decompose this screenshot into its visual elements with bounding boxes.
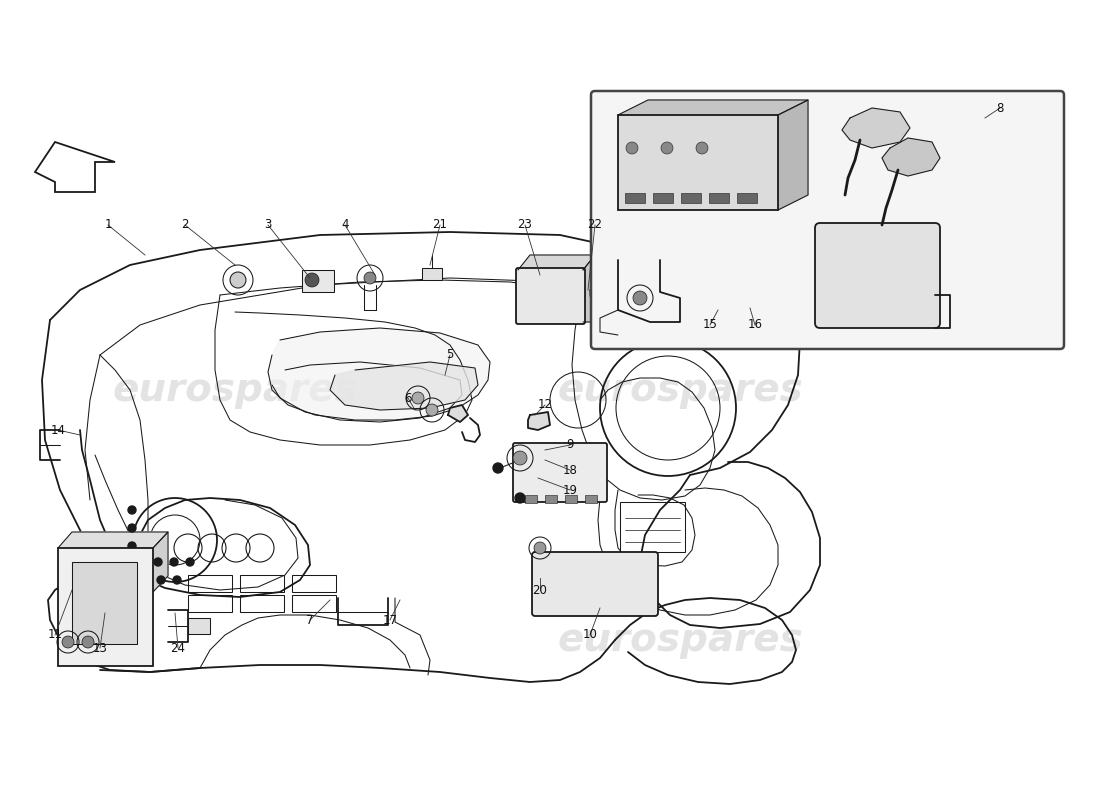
Circle shape <box>154 558 162 566</box>
FancyBboxPatch shape <box>815 223 940 328</box>
FancyBboxPatch shape <box>591 91 1064 349</box>
Circle shape <box>364 272 376 284</box>
Polygon shape <box>583 255 595 322</box>
Bar <box>544 495 557 503</box>
Bar <box>565 495 578 503</box>
Text: 18: 18 <box>562 463 578 477</box>
Polygon shape <box>842 108 910 148</box>
Polygon shape <box>268 328 490 420</box>
Polygon shape <box>590 282 621 310</box>
Circle shape <box>170 558 178 566</box>
Text: 17: 17 <box>383 614 397 626</box>
Circle shape <box>513 451 527 465</box>
Circle shape <box>626 142 638 154</box>
Text: 23: 23 <box>518 218 532 231</box>
Circle shape <box>186 558 194 566</box>
Text: 15: 15 <box>703 318 717 331</box>
Circle shape <box>128 542 136 550</box>
Circle shape <box>173 576 182 584</box>
Text: 22: 22 <box>587 218 603 231</box>
Bar <box>188 595 232 612</box>
Polygon shape <box>528 412 550 430</box>
Text: 10: 10 <box>583 629 597 642</box>
Text: 11: 11 <box>47 629 63 642</box>
Text: 1: 1 <box>104 218 112 231</box>
Bar <box>525 495 537 503</box>
Bar <box>188 618 210 634</box>
Text: 7: 7 <box>306 614 313 626</box>
Bar <box>422 268 442 280</box>
Polygon shape <box>778 100 808 210</box>
Text: 13: 13 <box>92 642 108 654</box>
Bar <box>625 193 645 203</box>
Polygon shape <box>448 405 468 422</box>
Bar <box>58 548 153 666</box>
Circle shape <box>426 404 438 416</box>
Text: 5: 5 <box>447 349 453 362</box>
Bar <box>302 270 334 292</box>
Text: 3: 3 <box>264 218 272 231</box>
Circle shape <box>696 142 708 154</box>
Circle shape <box>138 558 146 566</box>
Circle shape <box>128 506 136 514</box>
Text: 14: 14 <box>51 423 66 437</box>
Text: 19: 19 <box>562 483 578 497</box>
Circle shape <box>632 291 647 305</box>
Bar <box>620 502 685 552</box>
Circle shape <box>493 463 503 473</box>
Polygon shape <box>58 532 168 548</box>
FancyBboxPatch shape <box>513 443 607 502</box>
Polygon shape <box>882 138 940 176</box>
Bar <box>72 562 138 644</box>
FancyBboxPatch shape <box>516 268 585 324</box>
Bar <box>292 575 336 592</box>
Bar <box>710 193 729 203</box>
Text: 9: 9 <box>566 438 574 451</box>
Text: eurospares: eurospares <box>557 371 803 409</box>
Bar <box>240 595 284 612</box>
Text: 6: 6 <box>405 391 411 405</box>
Polygon shape <box>153 532 168 592</box>
Circle shape <box>82 636 94 648</box>
Circle shape <box>157 576 165 584</box>
FancyBboxPatch shape <box>532 552 658 616</box>
Text: 2: 2 <box>182 218 189 231</box>
Bar <box>653 193 673 203</box>
Bar <box>618 115 778 210</box>
Text: 4: 4 <box>341 218 349 231</box>
Bar <box>737 193 757 203</box>
Text: eurospares: eurospares <box>557 621 803 659</box>
Circle shape <box>515 493 525 503</box>
Circle shape <box>230 272 246 288</box>
Text: eurospares: eurospares <box>112 371 358 409</box>
Text: 12: 12 <box>538 398 552 411</box>
Bar <box>585 495 597 503</box>
Circle shape <box>128 524 136 532</box>
Circle shape <box>661 142 673 154</box>
Polygon shape <box>330 362 478 410</box>
Polygon shape <box>618 100 808 115</box>
Text: 16: 16 <box>748 318 762 331</box>
Bar <box>188 575 232 592</box>
Polygon shape <box>518 255 595 270</box>
Bar <box>292 595 336 612</box>
Circle shape <box>534 542 546 554</box>
Polygon shape <box>35 142 116 192</box>
Text: 21: 21 <box>432 218 448 231</box>
Circle shape <box>305 273 319 287</box>
Circle shape <box>141 576 149 584</box>
Text: 20: 20 <box>532 583 548 597</box>
Text: 24: 24 <box>170 642 186 654</box>
Bar <box>240 575 284 592</box>
Text: 8: 8 <box>997 102 1003 114</box>
Bar <box>681 193 701 203</box>
Circle shape <box>412 392 424 404</box>
Circle shape <box>62 636 74 648</box>
